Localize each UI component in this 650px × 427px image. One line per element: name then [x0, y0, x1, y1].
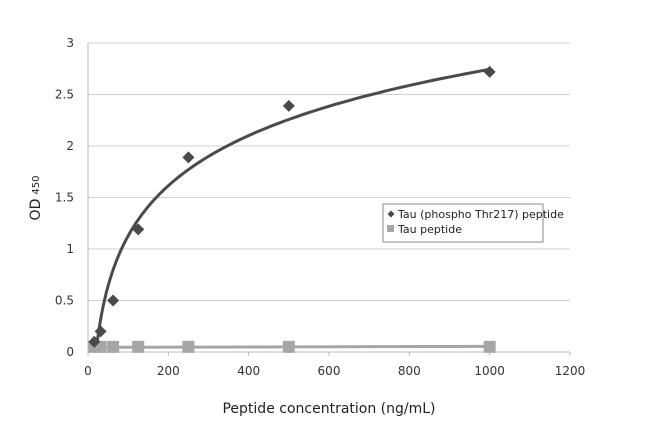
data-point-tau	[182, 340, 195, 353]
x-tick-label: 0	[84, 364, 92, 378]
gridlines	[88, 42, 570, 301]
legend: Tau (phospho Thr217) peptide Tau peptide	[382, 203, 564, 243]
x-tick-label: 800	[398, 364, 421, 378]
data-point-phospho-tau	[132, 223, 145, 236]
data-point-tau	[483, 340, 496, 353]
svg-text:OD450: OD 450	[28, 176, 44, 221]
axes	[87, 43, 571, 356]
legend-marker-diamond	[387, 210, 395, 218]
y-tick-label: 3	[66, 36, 74, 50]
data-point-tau	[132, 340, 145, 353]
x-tick-label: 1000	[474, 364, 505, 378]
y-tick-label: 0	[66, 345, 74, 359]
data-points	[88, 65, 496, 353]
x-tick-label: 400	[237, 364, 260, 378]
data-point-tau	[282, 340, 295, 353]
y-tick-label: 1.5	[55, 191, 74, 205]
x-tick-label: 1200	[555, 364, 586, 378]
y-axis-label-main: OD	[28, 199, 44, 221]
x-tick-label: 600	[318, 364, 341, 378]
data-point-phospho-tau	[94, 325, 107, 338]
y-axis-label-subscript: 450	[31, 176, 42, 195]
data-point-phospho-tau	[107, 294, 120, 307]
data-point-phospho-tau	[282, 99, 295, 112]
legend-entry-0: Tau (phospho Thr217) peptide	[397, 208, 564, 221]
y-tick-label: 2	[66, 139, 74, 153]
y-axis-label: OD 450	[28, 176, 44, 221]
y-tick-label: 1	[66, 242, 74, 256]
data-point-phospho-tau	[483, 65, 496, 78]
legend-marker-square	[387, 225, 394, 232]
x-axis-label: Peptide concentration (ng/mL)	[222, 401, 435, 417]
data-point-phospho-tau	[88, 335, 101, 348]
x-tick-label: 200	[157, 364, 180, 378]
data-point-tau	[107, 340, 120, 353]
y-tick-label: 2.5	[55, 88, 74, 102]
legend-entry-1: Tau peptide	[397, 223, 462, 236]
tick-labels: 0 0.5 1 1.5 2 2.5 3 0 200 400 600 800 1000 1200	[55, 36, 585, 378]
trendline-phospho-tau	[94, 67, 490, 353]
data-point-phospho-tau	[182, 151, 195, 164]
y-tick-label: 0.5	[55, 294, 74, 308]
